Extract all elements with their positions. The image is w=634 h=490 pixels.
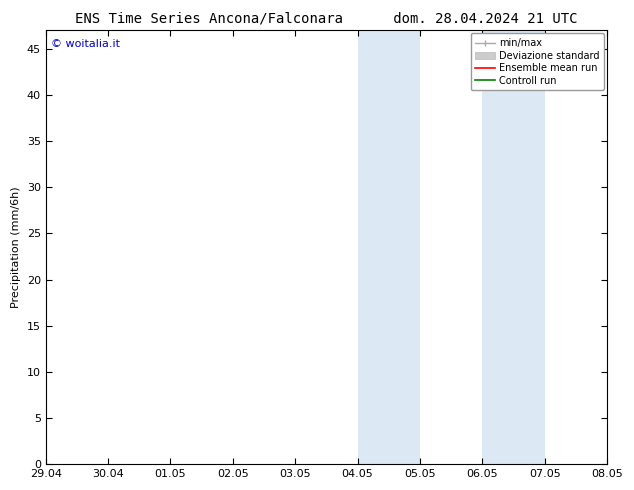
Bar	[358, 30, 389, 464]
Bar	[389, 30, 420, 464]
Bar	[514, 30, 545, 464]
Bar	[482, 30, 514, 464]
Text: © woitalia.it: © woitalia.it	[51, 39, 120, 49]
Y-axis label: Precipitation (mm/6h): Precipitation (mm/6h)	[11, 186, 21, 308]
Title: ENS Time Series Ancona/Falconara      dom. 28.04.2024 21 UTC: ENS Time Series Ancona/Falconara dom. 28…	[75, 11, 578, 25]
Legend: min/max, Deviazione standard, Ensemble mean run, Controll run: min/max, Deviazione standard, Ensemble m…	[470, 33, 604, 90]
